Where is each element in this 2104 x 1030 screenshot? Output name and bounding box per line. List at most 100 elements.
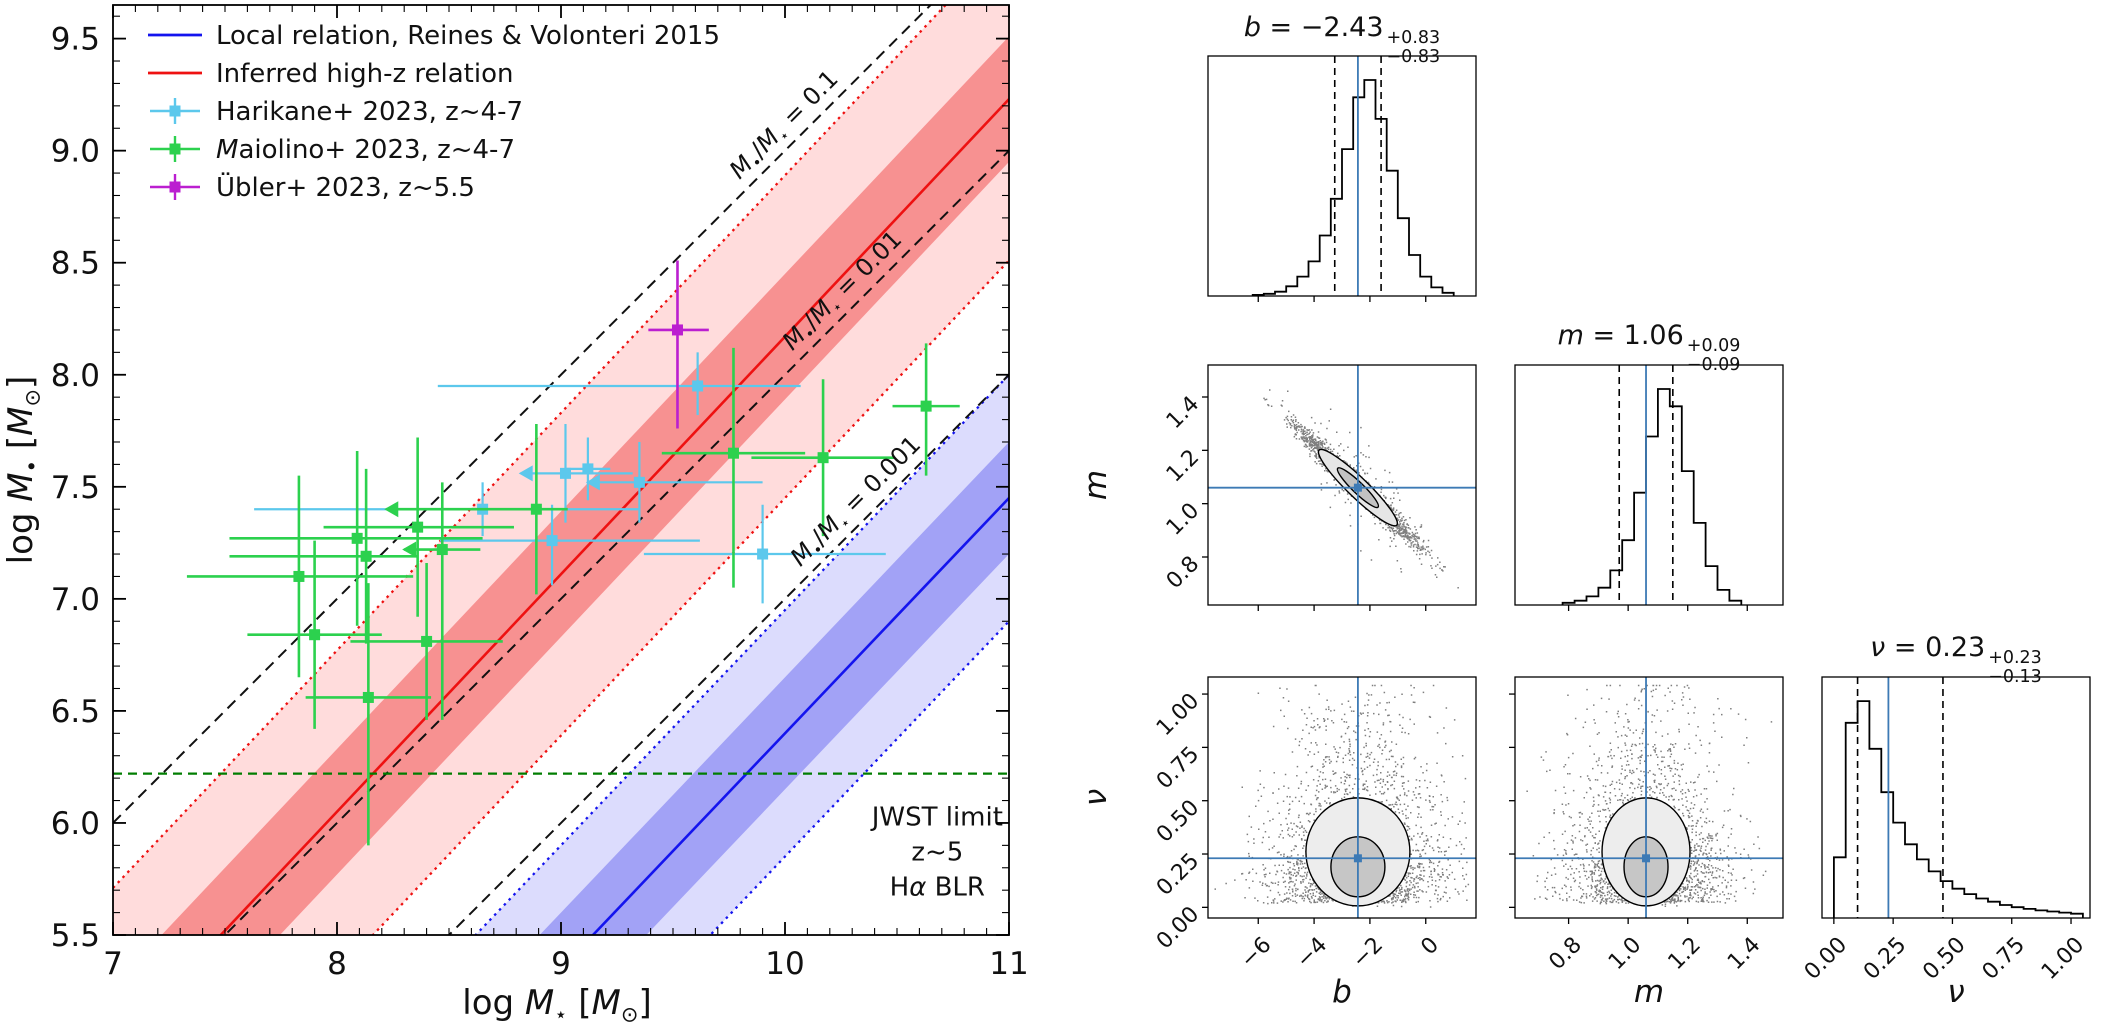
y-tick-label: 5.5	[51, 918, 100, 954]
corner-y-tick-label: 1.2	[1162, 445, 1204, 487]
corner-y-tick-label: 0.75	[1152, 742, 1204, 794]
legend: Local relation, Reines & Volonteri 2015 I…	[148, 21, 720, 203]
legend-marker-swatch	[150, 136, 200, 162]
corner-x-axis-label: m	[1634, 974, 1664, 1010]
scatter-frame	[1207, 676, 1477, 919]
marker-square	[671, 324, 683, 336]
corner-x-axis-label: ν	[1947, 974, 1964, 1010]
data-point-maiolino	[892, 343, 960, 476]
local-relation-line	[591, 497, 1009, 935]
marker-square	[293, 570, 305, 582]
x-tick-label: 9	[551, 946, 571, 982]
legend-label: Harikane+ 2023, z~4-7	[216, 97, 523, 127]
y-tick-label: 9.5	[51, 22, 100, 58]
scatter-frame	[1207, 364, 1477, 606]
series-maiolino	[186, 343, 960, 846]
upper-limit-arrow	[402, 541, 417, 558]
legend-label: Übler+ 2023, z~5.5	[216, 171, 475, 203]
data-point-maiolino	[323, 437, 514, 617]
param-letter: ν	[1870, 632, 1886, 663]
marker-square	[360, 550, 372, 562]
hist-steps	[1561, 388, 1743, 605]
hist-m	[1561, 365, 1743, 605]
corner-x-tick-label: 1.0	[1604, 933, 1646, 975]
param-value: −2.43	[1300, 12, 1384, 43]
series-harikane	[254, 352, 886, 604]
data-point-maiolino	[350, 563, 503, 720]
legend-label: Inferred high-z relation	[216, 59, 513, 89]
corner-y-tick-label: 0.25	[1152, 849, 1204, 901]
y-axis-label: log M• [M⊙]	[1, 376, 45, 565]
y-tick-label: 7.5	[51, 470, 100, 506]
hist-b	[1251, 56, 1455, 296]
data-point-maiolino	[229, 450, 483, 626]
corner-y-tick-label: 0.50	[1152, 795, 1204, 847]
corner-x-tick-label: 0.00	[1800, 933, 1852, 985]
highz-relation-line	[218, 98, 1009, 935]
marker-square	[412, 521, 424, 533]
hist-nu	[1833, 677, 2084, 918]
legend-marker-swatch	[150, 174, 200, 200]
param-letter: m	[1557, 320, 1584, 351]
data-point-harikane	[565, 437, 611, 501]
corner-x-tick-label: −2	[1348, 933, 1389, 974]
jwst-limit-label: z~5	[911, 838, 963, 868]
param-errors: +0.83 −0.83	[1386, 28, 1441, 67]
hist-b-frame	[1207, 55, 1477, 297]
corner-x-tick-label: 0.25	[1859, 933, 1911, 985]
data-point-harikane	[518, 424, 633, 523]
param-errors: +0.23 −0.13	[1988, 648, 2042, 687]
corner-title-b: b = −2.43 +0.83 −0.83	[1208, 12, 1476, 67]
scatter-b-m	[1208, 365, 1476, 605]
x-tick-label: 10	[765, 946, 804, 982]
axis-ticks	[112, 5, 1010, 936]
corner-x-tick-label: 0.75	[1978, 933, 2030, 985]
corner-y-tick-label: 0.00	[1152, 902, 1204, 954]
hist-nu-frame	[1821, 676, 2091, 919]
marker-square	[582, 463, 594, 475]
legend-label: Maiolino+ 2023, z~4-7	[216, 135, 515, 165]
data-point-maiolino	[661, 347, 806, 588]
corner-x-tick-label: 0.8	[1544, 933, 1586, 975]
scatter-m-nu	[1515, 677, 1783, 918]
plot-area	[113, 5, 1009, 935]
data-point-maiolino	[229, 468, 418, 644]
marker-square	[546, 535, 558, 547]
scatter-frame	[1514, 676, 1784, 919]
marker-square	[309, 629, 321, 641]
data-point-maiolino	[402, 482, 481, 720]
corner-x-axis-label: b	[1332, 974, 1352, 1010]
data-point-harikane	[437, 352, 801, 416]
jwst-limit-label: Hα BLR	[890, 873, 985, 903]
marker-square	[351, 532, 363, 544]
marker-square	[633, 476, 645, 488]
x-tick-label: 7	[103, 946, 123, 982]
legend-label: Local relation, Reines & Volonteri 2015	[216, 21, 720, 51]
marker-square	[421, 635, 433, 647]
corner-title-m: m = 1.06 +0.09 −0.09	[1515, 320, 1783, 375]
y-tick-label: 8.0	[51, 358, 100, 394]
upper-limit-arrow	[518, 465, 533, 482]
legend-marker-swatch	[150, 98, 200, 124]
corner-y-axis-label: m	[1078, 470, 1114, 500]
y-tick-label: 8.5	[51, 246, 100, 282]
y-tick-label: 6.0	[51, 806, 100, 842]
x-tick-label: 8	[327, 946, 347, 982]
y-tick-label: 6.5	[51, 694, 100, 730]
equals: =	[1583, 320, 1624, 351]
data-point-maiolino	[186, 475, 414, 678]
hist-steps	[1251, 79, 1455, 296]
x-axis-label: log M⋆ [M⊙]	[462, 983, 651, 1027]
corner-y-axis-label: ν	[1078, 789, 1114, 806]
marker-square	[362, 691, 374, 703]
param-letter: b	[1243, 12, 1261, 43]
param-errors: +0.09 −0.09	[1686, 336, 1741, 375]
corner-y-tick-label: 1.00	[1152, 689, 1204, 741]
marker-square	[920, 400, 932, 412]
data-point-harikane	[643, 504, 886, 604]
y-tick-label: 7.0	[51, 582, 100, 618]
equals: =	[1260, 12, 1301, 43]
data-point-uebler	[648, 260, 709, 429]
data-point-maiolino	[751, 379, 895, 537]
